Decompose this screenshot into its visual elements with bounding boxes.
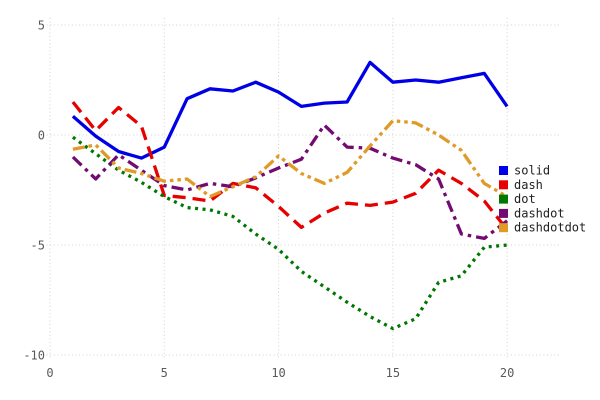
legend-swatch-solid bbox=[499, 166, 508, 175]
legend-label-dash: dash bbox=[514, 178, 543, 192]
legend-swatch-dashdot bbox=[499, 208, 508, 218]
x-axis-ticks: 0 5 10 15 20 bbox=[46, 366, 514, 380]
legend-swatch-dot bbox=[499, 194, 508, 204]
y-tick-label: -10 bbox=[23, 349, 45, 363]
x-tick-label: 0 bbox=[46, 366, 53, 380]
legend-swatch-dash bbox=[499, 180, 508, 190]
legend-item-dashdotdot: dashdotdot bbox=[499, 221, 586, 235]
legend-item-dot: dot bbox=[499, 192, 536, 206]
line-dashdotdot bbox=[72, 119, 508, 199]
legend-label-dashdotdot: dashdotdot bbox=[514, 221, 586, 235]
legend-label-dot: dot bbox=[514, 192, 536, 206]
x-tick-label: 15 bbox=[386, 366, 400, 380]
x-tick-label: 5 bbox=[161, 366, 168, 380]
y-tick-label: 5 bbox=[38, 19, 45, 33]
line-dash bbox=[71, 100, 509, 231]
y-tick-label: 0 bbox=[38, 129, 45, 143]
legend-item-solid: solid bbox=[499, 164, 550, 178]
x-tick-label: 10 bbox=[271, 366, 285, 380]
legend-item-dash: dash bbox=[499, 178, 543, 192]
legend-swatch-dashdotdot bbox=[499, 223, 508, 233]
plot-lines bbox=[71, 60, 509, 331]
x-tick-label: 20 bbox=[500, 366, 514, 380]
legend-label-solid: solid bbox=[514, 164, 550, 178]
legend-item-dashdot: dashdot bbox=[499, 206, 565, 220]
grid bbox=[43, 18, 560, 360]
y-axis-ticks: 5 0 -5 -10 bbox=[23, 19, 45, 363]
y-tick-label: -5 bbox=[31, 239, 45, 253]
legend-label-dashdot: dashdot bbox=[514, 206, 565, 220]
line-solid bbox=[71, 60, 509, 160]
